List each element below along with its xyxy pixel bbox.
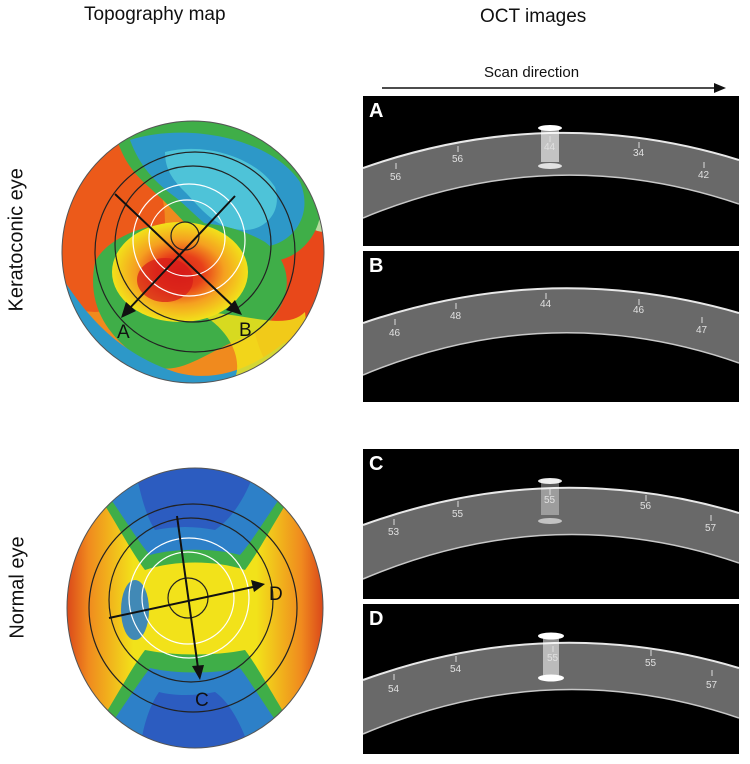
panel-letter-b: B [369,255,384,277]
oct-panel-b: 46 48 44 46 47 B [363,251,739,402]
oct-c-value-1: 53 [388,527,400,538]
oct-panel-a: 56 56 44 34 42 A [363,96,739,246]
panel-letter-d: D [369,608,384,630]
normal-eye-label: Normal eye [6,536,29,639]
oct-c-value-3: 55 [544,495,556,506]
oct-a-value-3: 44 [544,142,556,153]
oct-d-value-3: 55 [547,653,559,664]
oct-panel-d: 54 54 55 55 57 D [363,604,739,754]
oct-c-value-5: 57 [705,523,717,534]
oct-b-value-2: 48 [450,311,462,322]
keratoconic-topography-map: A B [61,120,325,384]
keratoconic-eye-label: Keratoconic eye [5,168,28,312]
oct-c-value-4: 56 [640,501,652,512]
panel-letter-c: C [369,453,384,475]
oct-scan-d: 54 54 55 55 57 [363,632,739,735]
oct-b-value-5: 47 [696,325,708,336]
topo-label-a: A [117,322,130,343]
oct-header: OCT images [480,6,587,27]
normal-topography-map: C D [66,467,324,749]
oct-panel-c: 53 55 55 56 57 C [363,449,739,599]
oct-d-value-5: 57 [706,680,718,691]
oct-d-value-1: 54 [388,684,400,695]
oct-b-value-1: 46 [389,328,401,339]
topography-header: Topography map [84,4,226,25]
panel-letter-a: A [369,100,384,122]
oct-scan-a: 56 56 44 34 42 [363,125,739,219]
scan-direction-arrow [382,83,726,93]
oct-c-value-2: 55 [452,509,464,520]
topo-label-c: C [195,690,209,711]
oct-a-value-2: 56 [452,154,464,165]
topo-label-b: B [239,320,252,341]
oct-d-value-2: 54 [450,664,462,675]
topo-label-d: D [269,584,283,605]
oct-a-value-1: 56 [390,172,402,183]
oct-d-value-4: 55 [645,658,657,669]
oct-scan-c: 53 55 55 56 57 [363,478,739,580]
oct-b-value-3: 44 [540,299,552,310]
oct-b-value-4: 46 [633,305,645,316]
oct-a-value-5: 42 [698,170,710,181]
oct-scan-b: 46 48 44 46 47 [363,287,739,376]
oct-a-value-4: 34 [633,148,645,159]
scan-direction-label: Scan direction [484,64,580,81]
